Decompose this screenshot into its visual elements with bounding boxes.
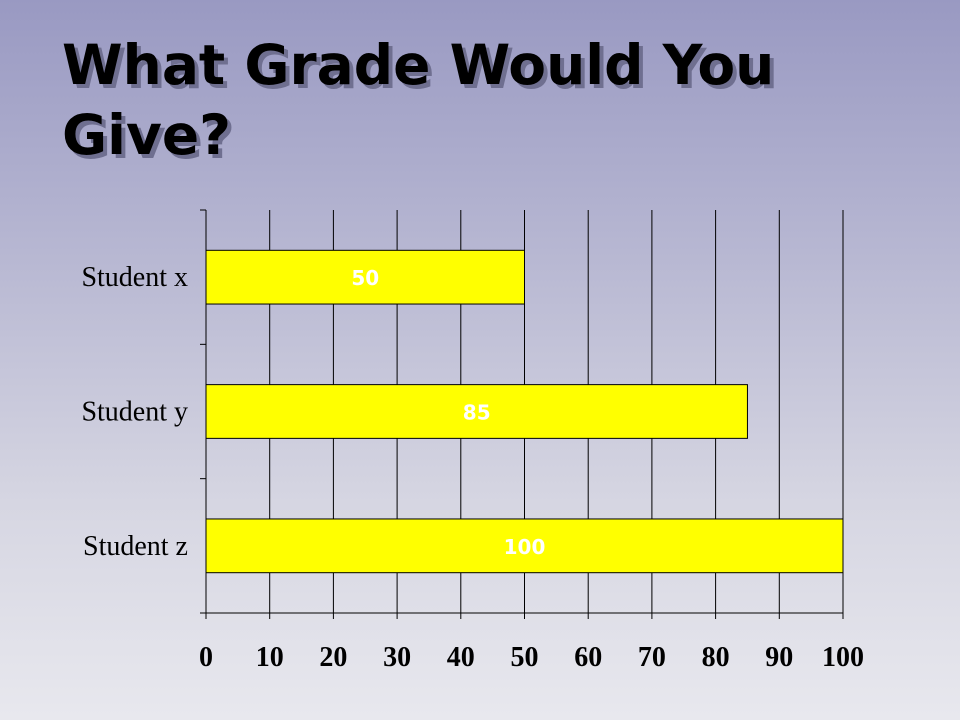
x-tick-label: 30 [383, 642, 411, 673]
data-label: 85 [463, 401, 491, 425]
x-tick-label: 90 [765, 642, 793, 673]
category-label: Student z [83, 531, 188, 562]
x-tick-label: 10 [256, 642, 284, 673]
x-tick-label: 0 [199, 642, 213, 673]
x-tick-label: 40 [447, 642, 475, 673]
bar [205, 518, 844, 574]
x-tick-label: 70 [638, 642, 666, 673]
data-label: 50 [351, 266, 379, 290]
category-label: Student x [81, 262, 188, 293]
x-tick-label: 100 [822, 642, 864, 673]
x-tick-label: 80 [702, 642, 730, 673]
data-label: 100 [504, 535, 546, 559]
bar [205, 384, 748, 439]
x-tick-label: 50 [511, 642, 539, 673]
bar [205, 249, 525, 305]
category-label: Student y [81, 397, 188, 428]
x-tick-label: 60 [574, 642, 602, 673]
slide-title: What Grade Would You Give? [62, 33, 775, 167]
x-tick-label: 20 [319, 642, 347, 673]
